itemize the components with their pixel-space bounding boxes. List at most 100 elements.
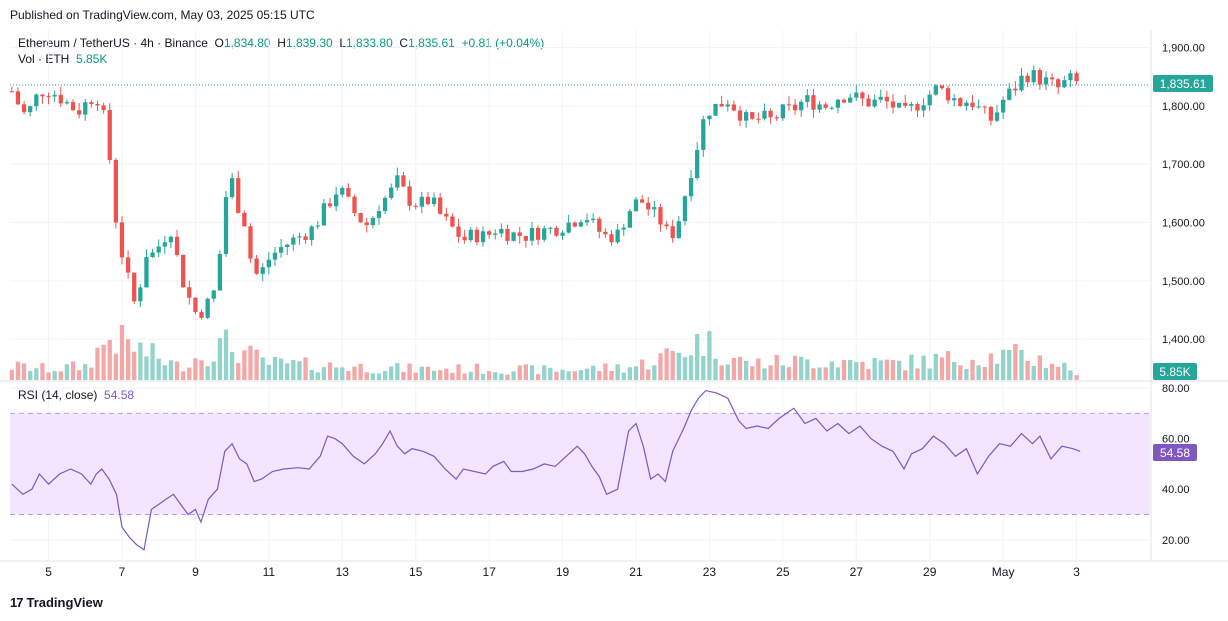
candle-body xyxy=(725,104,730,107)
close-value: 1,835.61 xyxy=(408,36,455,50)
candle-body xyxy=(162,242,167,247)
volume-bar xyxy=(413,372,418,380)
volume-bar xyxy=(236,363,241,380)
volume-bar xyxy=(223,329,229,380)
candle-body xyxy=(83,102,88,115)
volume-bar xyxy=(89,367,94,380)
volume-bar xyxy=(389,366,394,380)
candle-body xyxy=(517,232,522,236)
volume-bar xyxy=(211,361,216,380)
volume-bar xyxy=(768,365,773,380)
volume-bar xyxy=(58,371,63,380)
candle-body xyxy=(952,98,957,101)
candle-body xyxy=(46,96,51,98)
volume-bar xyxy=(603,363,608,380)
volume-bar xyxy=(1013,343,1018,380)
tradingview-logo-icon: 17 xyxy=(10,595,24,610)
candle-body xyxy=(138,287,143,302)
candle-body xyxy=(780,104,785,119)
volume-bar xyxy=(285,363,290,380)
candle-body xyxy=(994,112,1000,121)
volume-bar xyxy=(119,325,125,380)
candle-body xyxy=(242,212,247,227)
volume-bar xyxy=(676,352,681,380)
candle-body xyxy=(1019,75,1024,91)
time-tick-label: 19 xyxy=(556,565,570,579)
candle-body xyxy=(688,178,694,197)
candle-body xyxy=(670,226,675,239)
volume-bar xyxy=(835,367,841,380)
volume-bar xyxy=(860,361,865,380)
volume-bar xyxy=(382,371,388,380)
candle-body xyxy=(407,186,412,206)
volume-bar xyxy=(438,370,443,380)
candle-body xyxy=(591,218,596,221)
candle-body xyxy=(364,222,369,226)
rsi-tick-label: 80.00 xyxy=(1162,383,1190,395)
candle-body xyxy=(786,104,792,106)
candle-body xyxy=(872,99,877,107)
candle-body xyxy=(548,227,553,229)
time-tick-label: May xyxy=(992,565,1015,579)
volume-bar xyxy=(670,351,675,380)
candle-body xyxy=(144,257,149,288)
time-tick-label: 5 xyxy=(45,565,52,579)
volume-bar xyxy=(113,353,119,380)
candle-body xyxy=(584,220,590,223)
volume-bar xyxy=(132,351,137,380)
candle-body xyxy=(1025,75,1030,83)
candle-body xyxy=(352,196,357,214)
tradingview-footer[interactable]: 17 TradingView xyxy=(10,595,103,610)
candle-body xyxy=(566,222,571,233)
candle-body xyxy=(205,298,210,318)
volume-bar xyxy=(346,371,351,380)
candle-body xyxy=(682,196,688,222)
volume-bar xyxy=(829,361,834,380)
volume-bar xyxy=(1025,360,1030,380)
volume-bar xyxy=(125,339,131,380)
candle-body xyxy=(829,107,834,109)
candle-body xyxy=(1031,70,1036,83)
candle-body xyxy=(321,203,327,226)
volume-bar xyxy=(848,360,853,380)
candle-body xyxy=(113,159,119,223)
rsi-label[interactable]: RSI (14, close) xyxy=(18,388,98,402)
candle-body xyxy=(425,196,431,205)
volume-bar xyxy=(560,369,565,380)
volume-bar xyxy=(64,364,70,380)
rsi-tick-label: 20.00 xyxy=(1162,535,1190,547)
candle-body xyxy=(603,231,608,235)
volume-bar xyxy=(1007,350,1012,380)
volume-label[interactable]: Vol · ETH xyxy=(18,52,70,66)
volume-bar xyxy=(199,360,204,380)
candle-body xyxy=(309,226,314,241)
volume-bar xyxy=(1056,366,1061,380)
price-tick-label: 1,800.00 xyxy=(1162,101,1205,113)
volume-bar xyxy=(890,360,896,380)
candle-body xyxy=(376,211,382,218)
candle-body xyxy=(529,227,535,241)
candle-body xyxy=(9,91,14,93)
candle-body xyxy=(664,224,669,227)
time-tick-label: 21 xyxy=(629,565,643,579)
volume-bar xyxy=(945,351,951,380)
symbol-label[interactable]: Ethereum / TetherUS · 4h · Binance xyxy=(18,36,208,50)
volume-bar xyxy=(254,349,259,380)
candle-body xyxy=(95,104,100,106)
candle-body xyxy=(1056,79,1061,88)
candle-body xyxy=(89,102,94,105)
candle-body xyxy=(468,229,473,241)
candle-body xyxy=(750,112,755,119)
volume-bar xyxy=(156,358,161,380)
price-tick-label: 1,700.00 xyxy=(1162,159,1205,171)
candle-body xyxy=(132,272,137,302)
volume-bar xyxy=(34,368,39,380)
low-value: 1,833.80 xyxy=(346,36,393,50)
axis-badges: 1,835.61 5.85K 54.58 xyxy=(1153,75,1213,461)
candle-body xyxy=(52,94,57,97)
candle-body xyxy=(431,197,437,205)
candlesticks xyxy=(9,65,1150,320)
candle-body xyxy=(438,197,443,214)
candle-body xyxy=(615,229,620,243)
